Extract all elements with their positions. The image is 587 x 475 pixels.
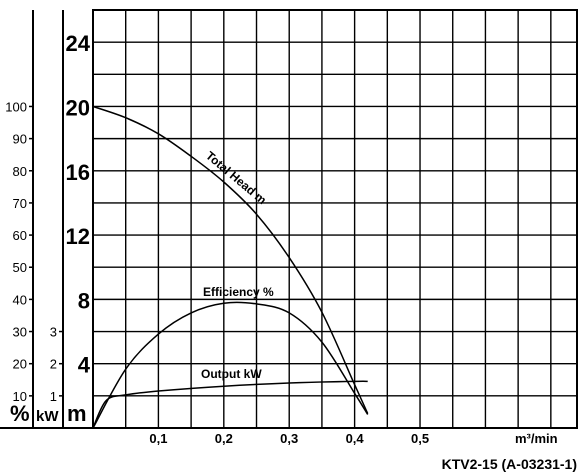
percent-tick-label: 10 [13, 389, 27, 404]
kw-tick-label: 1 [50, 389, 57, 404]
output-label: Output kW [201, 367, 262, 381]
curves [92, 105, 369, 429]
percent-tick-label: 80 [13, 164, 27, 179]
m-tick-label: 16 [66, 160, 90, 185]
percent-unit-label: % [10, 401, 30, 426]
x-tick-label: 0,1 [149, 431, 167, 446]
grid [92, 9, 578, 429]
percent-tick-label: 70 [13, 196, 27, 211]
x-tick-label: 0,5 [411, 431, 429, 446]
m-tick-label: 4 [78, 353, 91, 378]
m-tick-label: 12 [66, 224, 90, 249]
output-curve [92, 380, 368, 429]
m-tick-label: 8 [78, 288, 90, 313]
percent-tick-label: 30 [13, 325, 27, 340]
percent-tick-label: 60 [13, 228, 27, 243]
percent-tick-label: 100 [5, 99, 27, 114]
percent-tick-label: 50 [13, 260, 27, 275]
m-tick-label: 24 [66, 31, 91, 56]
total-head-curve [92, 105, 369, 414]
x-tick-label: 0,3 [280, 431, 298, 446]
model-label: KTV2-15 (A-03231-1) [442, 456, 577, 472]
total-head-label: Total Head m [203, 149, 269, 208]
kw-tick-label: 3 [50, 325, 57, 340]
kw-tick-label: 2 [50, 357, 57, 372]
m-unit-label: m [67, 401, 87, 426]
labels: Total Head m Efficiency % Output kW KTV2-15… [201, 149, 577, 472]
x-tick-label: 0,2 [215, 431, 233, 446]
m-tick-label: 20 [66, 95, 90, 120]
x-tick-label: 0,4 [346, 431, 365, 446]
percent-tick-label: 40 [13, 292, 27, 307]
efficiency-label: Efficiency % [203, 285, 274, 299]
kw-unit-label: kW [36, 408, 59, 425]
efficiency-curve [92, 301, 369, 429]
plot-frame [92, 9, 578, 429]
x-axis-label: m³/min [515, 431, 558, 446]
percent-tick-label: 90 [13, 132, 27, 147]
percent-tick-label: 20 [13, 357, 27, 372]
